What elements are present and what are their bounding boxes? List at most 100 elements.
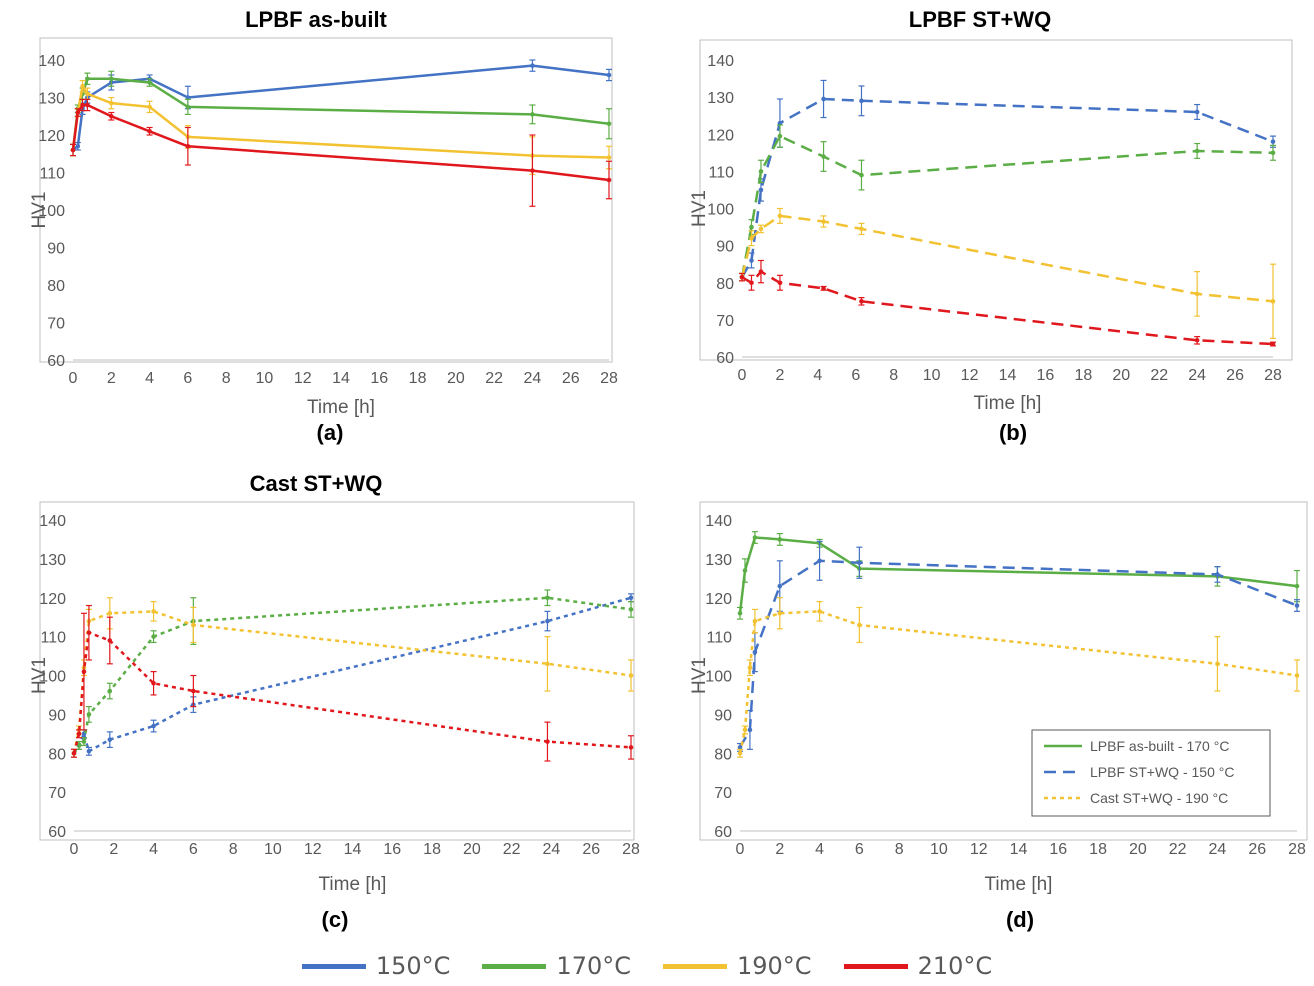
y-tick-label: 60 <box>48 824 66 841</box>
data-point <box>777 213 783 219</box>
x-tick-label: 14 <box>999 367 1017 384</box>
data-point <box>151 723 156 729</box>
data-point <box>86 712 92 717</box>
data-point <box>76 731 82 737</box>
x-tick-label: 24 <box>1209 841 1227 858</box>
data-point <box>758 187 764 193</box>
x-tick-label: 2 <box>775 367 784 384</box>
data-point <box>747 665 753 671</box>
y-tick-label: 90 <box>716 239 734 256</box>
y-tick-label: 130 <box>707 90 734 107</box>
data-point <box>737 745 743 750</box>
data-point <box>628 595 634 601</box>
data-point <box>742 568 748 573</box>
data-point <box>85 76 90 82</box>
data-point <box>606 155 612 160</box>
plot-frame <box>699 501 1308 841</box>
y-tick-label: 60 <box>716 350 734 367</box>
data-point <box>86 630 92 636</box>
data-point <box>151 634 156 639</box>
y-tick-label: 80 <box>47 278 65 295</box>
data-point <box>191 622 196 628</box>
data-point <box>758 269 764 274</box>
data-point <box>758 169 764 174</box>
data-point <box>185 95 191 100</box>
data-point <box>75 143 81 149</box>
chart-title: LPBF as-built <box>245 7 387 32</box>
data-point <box>859 226 864 232</box>
x-tick-label: 22 <box>1169 841 1187 858</box>
y-tick-label: 110 <box>706 630 732 647</box>
series-line <box>72 64 610 151</box>
y-tick-label: 130 <box>39 552 66 569</box>
x-tick-label: 14 <box>344 841 362 858</box>
data-point <box>85 102 90 108</box>
x-tick-label: 16 <box>1049 841 1067 858</box>
chart-title: LPBF ST+WQ <box>909 7 1051 32</box>
series-line <box>738 610 1298 754</box>
data-point <box>86 749 92 754</box>
x-tick-label: 0 <box>70 841 79 858</box>
y-tick-label: 60 <box>47 353 65 370</box>
data-point <box>1294 603 1300 608</box>
y-axis-title: HV1 <box>689 190 710 227</box>
y-axis-title: HV1 <box>29 657 50 694</box>
x-tick-label: 10 <box>256 370 274 387</box>
x-tick-label: 10 <box>930 841 948 858</box>
data-point <box>859 299 864 304</box>
data-point <box>147 104 152 110</box>
chart-title: Cast ST+WQ <box>250 471 383 496</box>
x-tick-label: 12 <box>304 841 322 858</box>
legend-label-150: 150°C <box>375 952 451 980</box>
x-tick-label: 0 <box>736 841 745 858</box>
y-tick-label: 140 <box>39 513 66 530</box>
data-point <box>71 750 77 756</box>
x-tick-label: 0 <box>69 370 78 387</box>
y-tick-label: 110 <box>708 164 734 181</box>
data-point <box>545 739 550 744</box>
legend-entry: Cast ST+WQ - 190 °C <box>1090 790 1228 806</box>
data-point <box>1270 139 1276 144</box>
x-axis-title: Time [h] <box>307 397 375 418</box>
x-tick-label: 28 <box>600 370 618 387</box>
data-point <box>81 739 87 744</box>
y-tick-label: 110 <box>39 166 65 183</box>
panel-caption: (c) <box>322 907 349 932</box>
y-tick-label: 70 <box>48 785 66 802</box>
plot-frame <box>39 37 613 363</box>
legend-swatch-210 <box>843 963 908 969</box>
y-tick-label: 140 <box>707 53 734 70</box>
data-point <box>606 72 612 78</box>
y-tick-label: 120 <box>39 591 66 608</box>
y-tick-label: 70 <box>47 316 65 333</box>
data-point <box>1194 148 1200 154</box>
data-point <box>777 120 783 126</box>
x-tick-label: 24 <box>543 841 561 858</box>
data-point <box>777 133 783 139</box>
data-point <box>817 609 822 614</box>
data-point <box>1270 341 1276 347</box>
data-point <box>628 673 634 678</box>
x-tick-label: 12 <box>970 841 988 858</box>
x-tick-label: 22 <box>1150 367 1168 384</box>
x-tick-label: 6 <box>851 367 860 384</box>
x-tick-label: 20 <box>447 370 465 387</box>
data-point <box>737 611 743 616</box>
series-line <box>740 134 1274 278</box>
panel-caption: (a) <box>317 420 344 445</box>
legend-swatch-190 <box>663 963 727 969</box>
data-point <box>817 558 822 564</box>
data-point <box>85 91 90 97</box>
x-tick-label: 8 <box>229 841 238 858</box>
data-point <box>606 177 612 183</box>
x-tick-label: 4 <box>813 367 822 384</box>
panel-caption: (d) <box>1006 907 1034 932</box>
data-point <box>777 583 783 589</box>
x-tick-label: 16 <box>383 841 401 858</box>
data-point <box>752 649 758 655</box>
y-tick-label: 70 <box>716 313 734 330</box>
legend-label-190: 190°C <box>737 952 812 980</box>
